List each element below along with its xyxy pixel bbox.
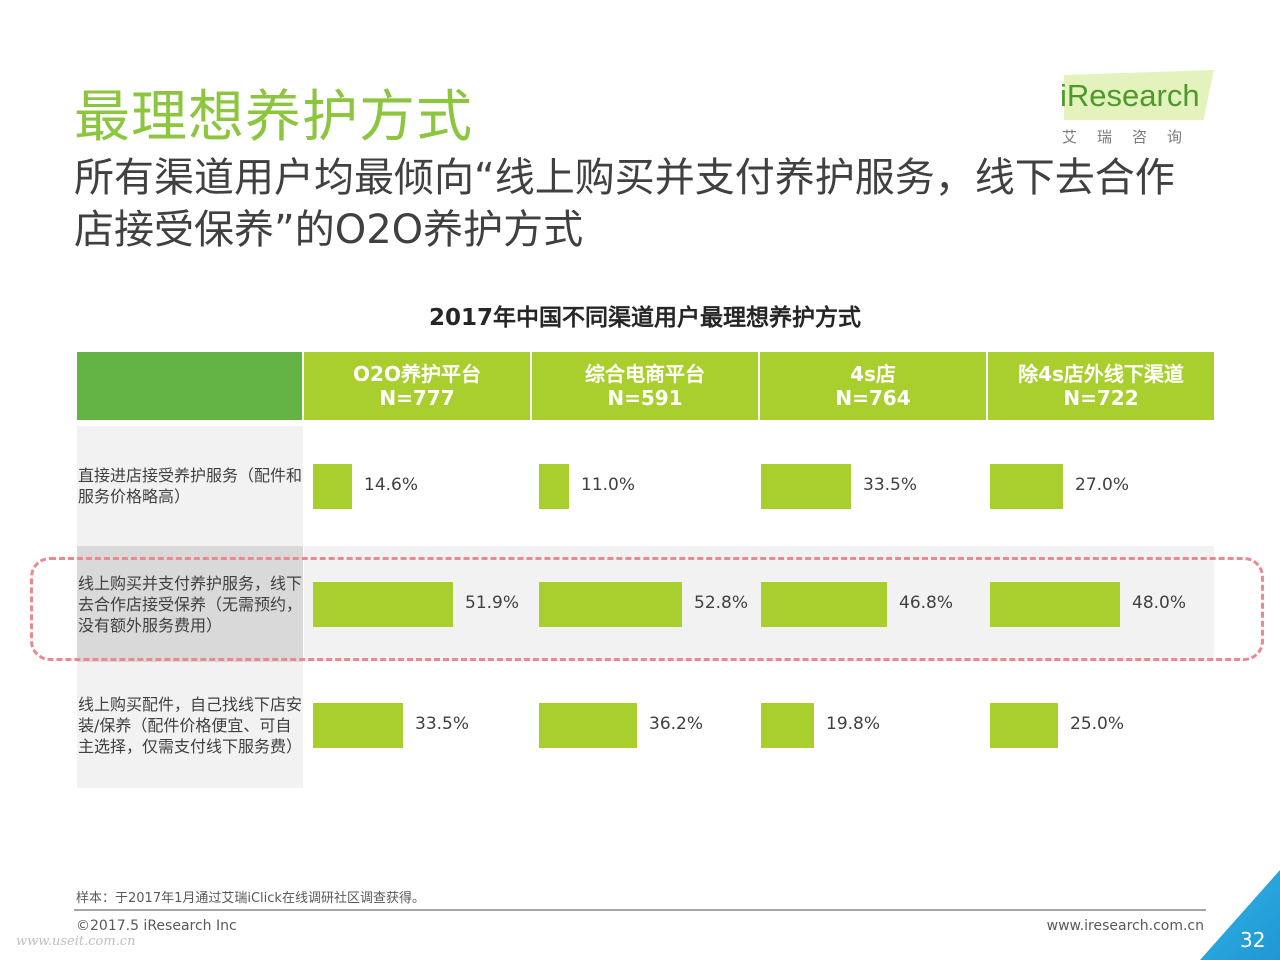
bar-row3-col4	[990, 702, 1058, 748]
value-label-row1-col2: 11.0%	[581, 475, 636, 495]
value-label-row2-col4: 48.0%	[1132, 593, 1187, 613]
column-header-name: 综合电商平台	[585, 362, 705, 386]
iresearch-logo: iResearch 艾瑞咨询	[1056, 66, 1226, 152]
bar-row1-col2	[539, 463, 569, 509]
bar-row2-col2	[539, 581, 682, 627]
slide-subtitle: 所有渠道用户均最倾向“线上购买并支付养护服务，线下去合作店接受保养”的O2O养护…	[74, 155, 1175, 253]
value-label-row3-col2: 36.2%	[649, 714, 704, 734]
value-label-row1-col3: 33.5%	[863, 475, 918, 495]
logo-chinese: 艾瑞咨询	[1062, 128, 1203, 146]
bar-row2-col4	[990, 581, 1120, 627]
chart-title: 2017年中国不同渠道用户最理想养护方式	[428, 305, 861, 331]
value-label-row2-col2: 52.8%	[694, 593, 749, 613]
value-label-row3-col3: 19.8%	[826, 714, 881, 734]
row-label-1: 直接进店接受养护服务（配件和服务价格略高）	[77, 426, 303, 546]
column-header-4: 除4s店外线下渠道 N=722	[988, 352, 1214, 420]
slide-title: 最理想养护方式	[74, 85, 473, 150]
column-header-3: 4s店 N=764	[760, 352, 986, 420]
bar-row3-col1	[313, 702, 403, 748]
column-header-sample-size: N=777	[379, 386, 455, 410]
bar-row2-col3	[761, 581, 887, 627]
value-label-row2-col3: 46.8%	[899, 593, 954, 613]
value-label-row3-col4: 25.0%	[1070, 714, 1125, 734]
footer-divider	[74, 909, 1206, 911]
logo-wordmark: iResearch	[1060, 78, 1200, 113]
row-label-2: 线上购买并支付养护服务，线下去合作店接受保养（无需预约，没有额外服务费用）	[77, 546, 303, 662]
header-corner-cell	[77, 352, 302, 420]
bar-row1-col3	[761, 463, 851, 509]
row-label-text: 线上购买配件，自己找线下店安装/保养（配件价格便宜、可自主选择，仅需支付线下服务…	[78, 694, 303, 756]
bar-row1-col4	[990, 463, 1063, 509]
column-header-name: 4s店	[850, 362, 896, 386]
highlight-dashed-box	[30, 557, 1264, 661]
bar-row2-col1	[313, 581, 453, 627]
column-header-sample-size: N=591	[607, 386, 683, 410]
value-label-row2-col1: 51.9%	[465, 593, 520, 613]
website-url: www.iresearch.com.cn	[1046, 918, 1204, 934]
row-label-3: 线上购买配件，自己找线下店安装/保养（配件价格便宜、可自主选择，仅需支付线下服务…	[77, 662, 303, 788]
row-label-text: 线上购买并支付养护服务，线下去合作店接受保养（无需预约，没有额外服务费用）	[78, 573, 303, 635]
sample-note: 样本：于2017年1月通过艾瑞iClick在线调研社区调查获得。	[76, 891, 425, 906]
column-header-sample-size: N=764	[835, 386, 911, 410]
page-number: 32	[1240, 928, 1266, 952]
row-label-text: 直接进店接受养护服务（配件和服务价格略高）	[78, 466, 303, 506]
column-header-name: 除4s店外线下渠道	[1018, 362, 1184, 386]
column-header-2: 综合电商平台 N=591	[532, 352, 758, 420]
bar-row3-col3	[761, 702, 814, 748]
column-header-name: O2O养护平台	[353, 362, 481, 386]
value-label-row3-col1: 33.5%	[415, 714, 470, 734]
bar-row1-col1	[313, 463, 352, 509]
value-label-row1-col4: 27.0%	[1075, 475, 1130, 495]
column-header-1: O2O养护平台 N=777	[304, 352, 530, 420]
copyright: ©2017.5 iResearch Inc	[76, 918, 237, 934]
value-label-row1-col1: 14.6%	[364, 475, 419, 495]
column-header-sample-size: N=722	[1063, 386, 1139, 410]
watermark: www.useit.com.cn	[16, 934, 136, 949]
logo-banner	[1064, 70, 1214, 120]
bar-row3-col2	[539, 702, 637, 748]
